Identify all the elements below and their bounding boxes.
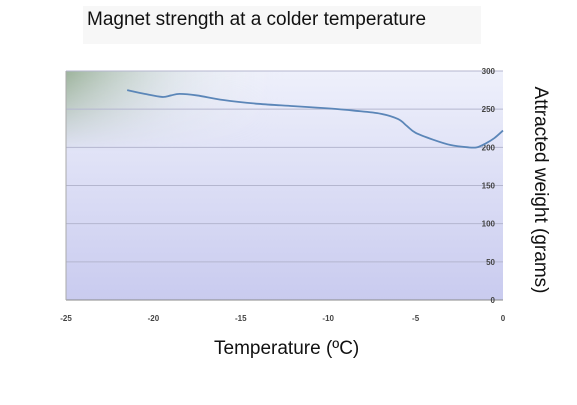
gridlines: [66, 70, 503, 263]
y-axis-label: Attracted weight (grams): [530, 86, 551, 294]
title-background: [83, 6, 481, 44]
x-tick-label: -5: [412, 314, 420, 323]
x-tick-label: -20: [148, 314, 160, 323]
x-axis-label: Temperature (ºC): [214, 338, 360, 359]
x-tick-label: 0: [501, 314, 506, 323]
y-tick-labels: 0 50 100 150 200 250 300: [482, 67, 496, 305]
series-group: [126, 89, 504, 149]
y-tick-label: 50: [486, 258, 495, 267]
chart-title: Magnet strength at a colder temperature: [87, 9, 427, 30]
y-tick-label: 300: [482, 67, 496, 76]
y-tick-label: 100: [482, 220, 496, 229]
y-tick-label: 200: [482, 143, 496, 152]
y-tick-label: 250: [482, 105, 496, 114]
series-line: [126, 89, 504, 149]
x-tick-label: -15: [235, 314, 247, 323]
x-tick-label: -10: [322, 314, 334, 323]
y-tick-label: 150: [482, 182, 496, 191]
x-tick-labels: -25 -20 -15 -10 -5 0: [60, 314, 506, 323]
y-tick-label: 0: [491, 296, 496, 305]
x-tick-label: -25: [60, 314, 72, 323]
